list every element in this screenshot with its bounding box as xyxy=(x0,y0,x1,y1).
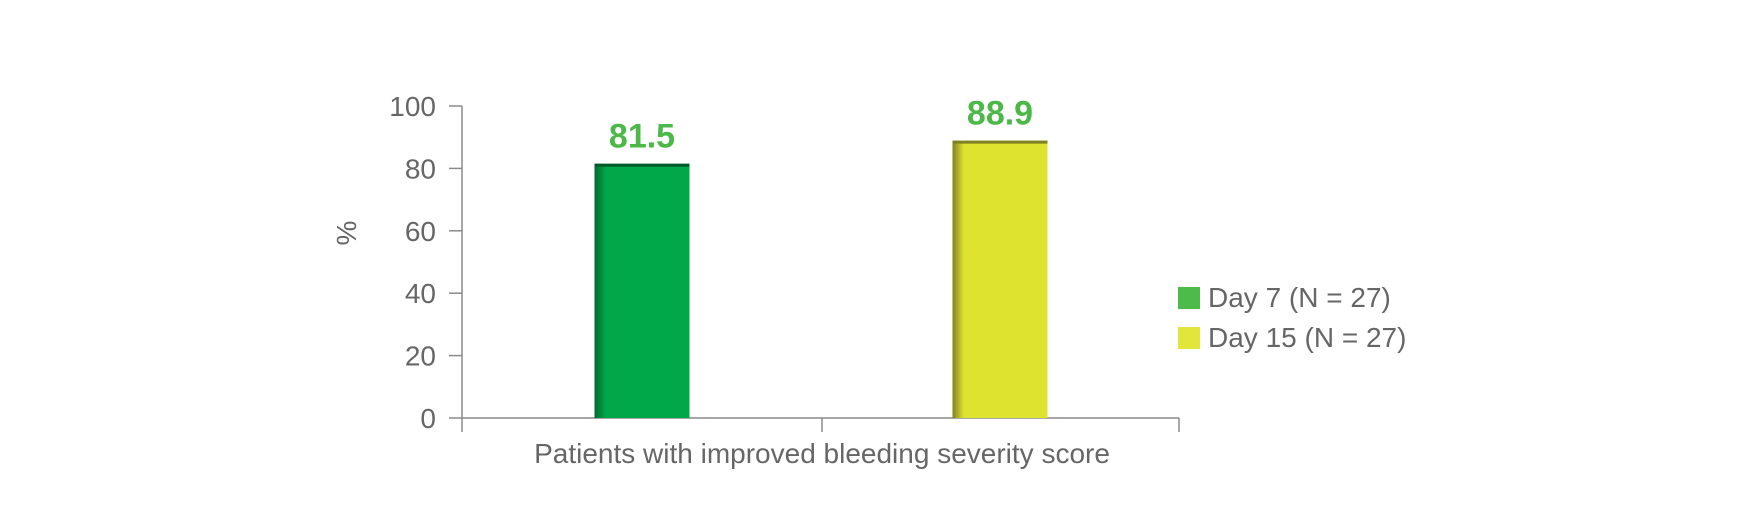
data-label-day-15: 88.9 xyxy=(967,95,1033,133)
bar-day-15 xyxy=(952,140,1048,418)
y-tick-label: 100 xyxy=(389,91,436,122)
data-label-day-7: 81.5 xyxy=(609,118,675,156)
legend-label-day-7: Day 7 (N = 27) xyxy=(1208,282,1391,313)
x-axis-label: Patients with improved bleeding severity… xyxy=(534,438,1110,469)
y-tick-label: 40 xyxy=(405,278,436,309)
legend-swatch-day-15 xyxy=(1178,327,1200,349)
legend-swatch-day-7 xyxy=(1178,287,1200,309)
bar-top-edge xyxy=(952,140,1048,144)
data-labels: 81.5 88.9 xyxy=(609,95,1033,156)
y-axis-label: % xyxy=(331,221,362,246)
bar-day-7 xyxy=(594,163,690,418)
bar-top-edge xyxy=(594,163,690,167)
bars xyxy=(594,140,1048,418)
y-tick-label: 0 xyxy=(420,403,436,434)
y-tick-label: 80 xyxy=(405,153,436,184)
legend-label-day-15: Day 15 (N = 27) xyxy=(1208,322,1406,353)
y-tick-label: 60 xyxy=(405,216,436,247)
legend: Day 7 (N = 27) Day 15 (N = 27) xyxy=(1178,282,1406,353)
y-tick-label: 20 xyxy=(405,341,436,372)
y-axis-ticks: 0 20 40 60 80 100 xyxy=(389,91,462,434)
